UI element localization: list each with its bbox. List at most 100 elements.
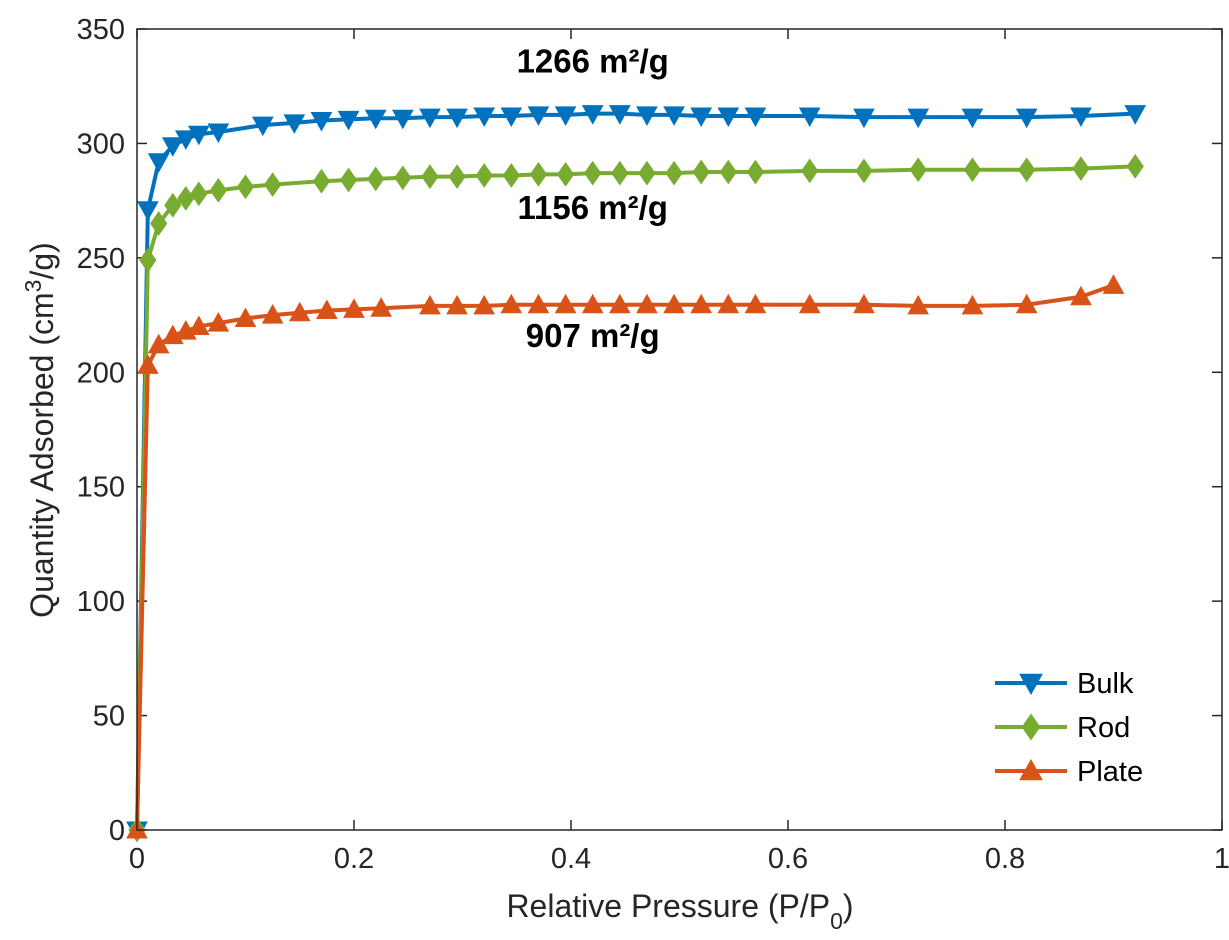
data-point-plate xyxy=(1102,274,1125,294)
data-point-plate xyxy=(1015,293,1038,314)
data-point-rod xyxy=(665,160,683,186)
y-tick-label: 200 xyxy=(77,357,125,389)
y-axis-label-superscript: 3 xyxy=(20,280,46,293)
data-point-bulk xyxy=(391,109,414,130)
data-point-rod xyxy=(502,163,520,188)
x-tick-label: 0.2 xyxy=(334,843,374,875)
legend-marker-plate xyxy=(1019,758,1043,781)
axis-ticks: 0 0.2 0.4 0.6 0.8 1 0 50 100 150 200 250 300 350 xyxy=(77,14,1229,875)
data-point-plate xyxy=(316,299,338,319)
data-point-plate xyxy=(261,304,284,324)
data-point-bulk xyxy=(364,109,387,130)
data-point-rod xyxy=(209,177,227,203)
data-point-rod xyxy=(150,211,168,236)
annotations: 1266 m²/g 1156 m²/g 907 m²/g xyxy=(517,42,669,354)
data-point-bulk xyxy=(636,106,658,126)
data-point-plate xyxy=(744,293,767,314)
data-point-plate xyxy=(234,307,257,328)
data-point-rod xyxy=(1072,156,1090,181)
data-point-bulk xyxy=(1124,105,1147,125)
x-tick-label: 0.8 xyxy=(985,843,1025,875)
legend-label-rod: Rod xyxy=(1077,712,1130,744)
data-point-plate xyxy=(288,301,311,322)
data-point-plate xyxy=(608,293,631,314)
legend: Bulk Rod Plate xyxy=(985,660,1175,800)
plot-frame xyxy=(136,28,1223,831)
data-point-plate xyxy=(554,293,577,314)
data-point-plate xyxy=(961,294,984,315)
data-point-plate xyxy=(446,294,468,315)
data-point-bulk xyxy=(581,105,604,125)
data-point-rod xyxy=(475,163,493,188)
data-point-bulk xyxy=(419,108,441,129)
data-point-bulk xyxy=(690,107,713,127)
y-tick-label: 350 xyxy=(77,14,125,46)
y-tick-label: 150 xyxy=(77,472,125,504)
data-point-plate xyxy=(343,298,365,318)
data-point-rod xyxy=(421,164,439,189)
data-point-bulk xyxy=(446,108,468,129)
y-axis-label: Quantity Adsorbed (cm3/g) xyxy=(20,242,60,618)
data-point-rod xyxy=(1018,157,1036,183)
data-point-plate xyxy=(798,293,821,314)
y-tick-label: 250 xyxy=(77,243,125,275)
x-tick-label: 0 xyxy=(129,843,145,875)
data-point-plate xyxy=(690,293,713,314)
data-point-rod xyxy=(719,159,737,185)
data-point-rod xyxy=(963,157,982,183)
data-point-bulk xyxy=(744,107,767,127)
series-plate xyxy=(126,274,1125,839)
data-point-bulk xyxy=(310,112,333,132)
data-point-bulk xyxy=(207,123,230,144)
data-point-rod xyxy=(638,160,656,186)
data-point-rod xyxy=(1126,153,1144,179)
data-point-bulk xyxy=(608,105,631,125)
data-point-bulk xyxy=(337,110,360,131)
data-point-bulk xyxy=(717,107,740,127)
data-point-plate xyxy=(207,312,230,332)
data-point-plate xyxy=(137,354,159,374)
data-point-rod xyxy=(190,181,208,207)
data-point-plate xyxy=(717,293,740,314)
data-point-bulk xyxy=(137,201,159,221)
data-point-plate xyxy=(473,294,496,315)
data-point-bulk xyxy=(147,153,170,173)
data-point-plate xyxy=(527,293,550,314)
data-point-plate xyxy=(581,293,604,314)
data-point-bulk xyxy=(798,107,821,127)
data-point-plate xyxy=(853,293,875,314)
data-point-bulk xyxy=(473,107,496,127)
data-point-rod xyxy=(164,192,182,218)
y-tick-label: 100 xyxy=(77,586,125,618)
data-point-plate xyxy=(187,315,210,336)
data-point-bulk xyxy=(1070,107,1092,127)
data-point-rod xyxy=(855,158,873,184)
data-point-rod xyxy=(529,161,548,187)
data-point-plate xyxy=(663,293,685,314)
data-point-bulk xyxy=(500,107,523,127)
y-tick-label: 0 xyxy=(109,815,125,847)
legend-marker-rod xyxy=(1021,713,1041,741)
data-point-plate xyxy=(500,293,523,314)
data-point-plate xyxy=(907,294,930,315)
x-axis-label: Relative Pressure (P/P0) xyxy=(506,888,853,934)
data-point-plate xyxy=(419,294,441,315)
annotation-bulk: 1266 m²/g xyxy=(517,42,669,79)
data-point-rod xyxy=(801,158,819,184)
data-point-rod xyxy=(692,159,710,185)
legend-marker-bulk xyxy=(1019,673,1043,696)
data-point-bulk xyxy=(554,106,577,126)
data-point-rod xyxy=(611,160,629,186)
data-point-plate xyxy=(370,297,392,317)
y-tick-label: 50 xyxy=(93,701,125,733)
data-point-plate xyxy=(636,293,658,314)
x-tick-label: 1 xyxy=(1214,843,1229,875)
data-point-rod xyxy=(584,160,602,186)
data-point-bulk xyxy=(527,106,550,126)
data-point-bulk xyxy=(161,137,184,157)
x-axis-label-subscript: 0 xyxy=(830,908,843,934)
data-point-rod xyxy=(236,174,255,200)
data-point-bulk xyxy=(174,130,197,150)
legend-label-plate: Plate xyxy=(1077,756,1143,788)
